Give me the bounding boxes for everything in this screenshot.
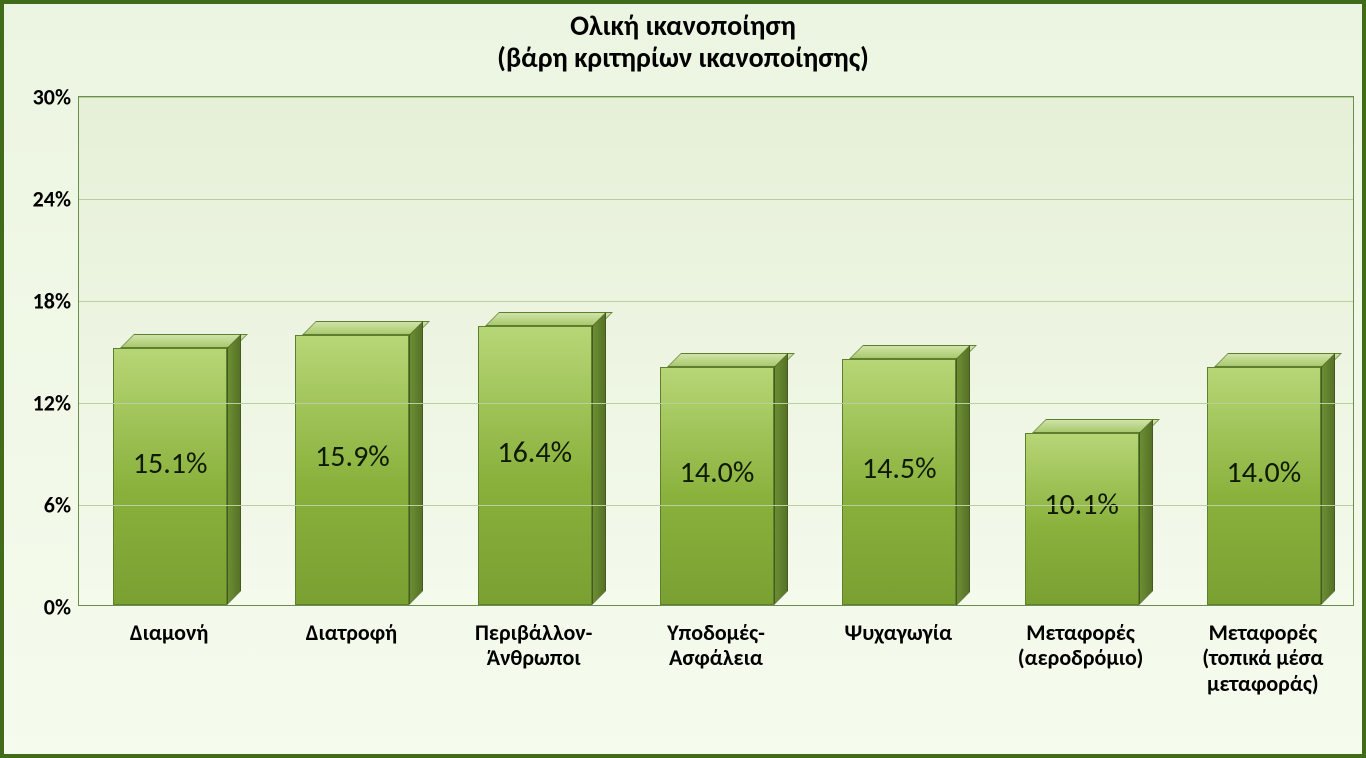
grid-line — [79, 199, 1353, 200]
y-tick-label: 18% — [33, 288, 79, 315]
bar-front-face — [113, 348, 227, 605]
bars-layer: 15.1% 15.9% 16.4% 14.0% 14.5% 10.1% 14.0% — [79, 97, 1353, 605]
bar-side-face — [409, 321, 423, 605]
bar-side-face — [227, 334, 241, 605]
bar: 16.4% — [478, 312, 592, 605]
chart-title: Ολική ικανοποίηση (βάρη κριτηρίων ικανοπ… — [4, 10, 1362, 74]
chart-title-line1: Ολική ικανοποίηση — [4, 10, 1362, 42]
grid-line — [79, 505, 1353, 506]
bar-front-face — [295, 335, 409, 605]
bar-side-face — [956, 345, 970, 606]
grid-line — [79, 301, 1353, 302]
bar: 15.1% — [113, 334, 227, 605]
bar: 14.0% — [1207, 353, 1321, 605]
bar-front-face — [478, 326, 592, 605]
x-axis-label: Περιβάλλον-Άνθρωποι — [443, 620, 625, 671]
grid-line — [79, 97, 1353, 98]
bar-front-face — [1025, 433, 1139, 605]
y-tick-label: 24% — [33, 186, 79, 213]
x-axis-label: Διαμονή — [78, 620, 260, 645]
y-tick-label: 30% — [33, 84, 79, 111]
x-axis-label: Ψυχαγωγία — [807, 620, 989, 645]
x-axis-label: Μεταφορές(αεροδρόμιο) — [989, 620, 1171, 671]
grid-line — [79, 403, 1353, 404]
plot-area: 15.1%15.9%16.4%14.0%14.5%10.1%14.0% 0%6%… — [78, 96, 1354, 606]
bar-side-face — [1321, 353, 1335, 605]
bar-side-face — [592, 312, 606, 605]
chart-frame: Ολική ικανοποίηση (βάρη κριτηρίων ικανοπ… — [0, 0, 1366, 758]
bar: 15.9% — [295, 321, 409, 605]
y-tick-label: 0% — [44, 594, 79, 621]
bar-side-face — [1139, 419, 1153, 605]
y-tick-label: 12% — [33, 390, 79, 417]
bar: 10.1% — [1025, 419, 1139, 605]
bar-front-face — [842, 359, 956, 606]
x-axis-label: Υποδομές-Ασφάλεια — [625, 620, 807, 671]
bar: 14.0% — [660, 353, 774, 605]
x-axis-label: Διατροφή — [260, 620, 442, 645]
bar-side-face — [774, 353, 788, 605]
x-axis-label: Μεταφορές(τοπικά μέσαμεταφοράς) — [1172, 620, 1354, 696]
bar: 14.5% — [842, 345, 956, 606]
y-tick-label: 6% — [44, 492, 79, 519]
chart-title-line2: (βάρη κριτηρίων ικανοποίησης) — [4, 42, 1362, 74]
